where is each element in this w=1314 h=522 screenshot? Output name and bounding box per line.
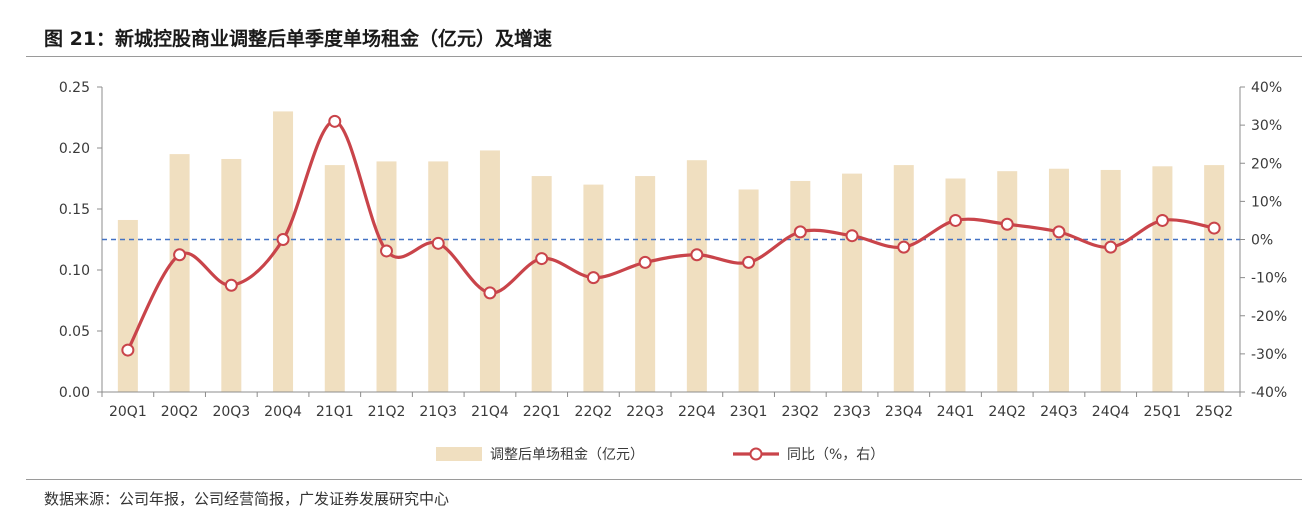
x-tick-label: 20Q4 [264,404,302,420]
yoy-point [380,244,393,258]
bar [842,173,863,392]
x-tick-label: 25Q1 [1144,404,1182,420]
x-tick-label: 23Q2 [781,404,819,420]
yoy-point [1052,225,1066,239]
bar [1152,166,1173,392]
x-tick-label: 21Q3 [419,404,457,420]
yoy-point [897,240,911,254]
yoy-point [483,286,497,300]
bar-series [117,111,1225,393]
x-tick-label: 22Q1 [523,404,561,420]
legend-bar-swatch [436,447,482,461]
bar [738,189,759,392]
legend: 调整后单场租金（亿元） 同比（%，右） [436,447,884,463]
yoy-point [1155,213,1169,227]
yoy-point [845,229,859,243]
yoy-point [742,255,756,269]
bar [428,161,449,392]
yoy-point [431,236,445,250]
chart-title: 图 21：新城控股商业调整后单季度单场租金（亿元）及增速 [44,28,553,50]
yoy-point [793,225,807,239]
axes [97,86,1245,397]
x-tick-label: 23Q3 [833,404,871,420]
bar [1048,168,1069,392]
x-tick-label: 21Q1 [316,404,354,420]
right-tick-label: 40% [1251,80,1282,96]
bar [686,160,707,392]
yoy-point [276,233,290,246]
left-tick-label: 0.20 [59,141,90,157]
left-tick-label: 0.10 [59,263,90,279]
yoy-point [121,343,135,357]
yoy-point [328,114,342,128]
right-tick-label: 20% [1251,156,1282,172]
legend-line-marker [749,447,763,461]
line-series [121,114,1221,357]
x-tick-label: 25Q2 [1195,404,1233,420]
bar [117,219,138,392]
x-tick-label: 24Q1 [937,404,975,420]
tick-labels: 0.00 0.05 0.10 0.15 0.20 0.25 -40% -30% -20% -10%… [59,80,1287,420]
x-tick-label: 20Q1 [109,404,147,420]
bar [997,171,1018,392]
source-divider [26,479,1302,480]
x-tick-label: 22Q4 [678,404,716,420]
x-tick-label: 24Q3 [1040,404,1078,420]
legend-bar-label: 调整后单场租金（亿元） [490,447,644,463]
bar [1100,169,1121,392]
right-tick-label: 30% [1251,118,1282,134]
bar [893,165,914,392]
right-tick-label: 10% [1251,194,1282,210]
right-tick-label: -20% [1251,309,1287,325]
x-tick-label: 20Q3 [212,404,250,420]
bar [169,154,190,392]
x-tick-label: 23Q4 [885,404,923,420]
legend-line-label: 同比（%，右） [787,447,884,463]
bar [790,180,811,392]
bar [479,150,500,392]
yoy-point [1000,217,1014,231]
bar [376,161,397,392]
yoy-point [949,213,962,227]
bar [945,178,966,392]
bar [531,176,552,392]
x-tick-label: 21Q2 [368,404,406,420]
x-tick-label: 24Q2 [988,404,1026,420]
left-tick-label: 0.15 [59,202,90,218]
right-tick-label: 0% [1251,233,1273,249]
x-tick-label: 21Q4 [471,404,509,420]
yoy-point [690,248,704,262]
source-note: 数据来源：公司年报，公司经营简报，广发证券发展研究中心 [44,490,450,508]
right-tick-label: -10% [1251,271,1287,287]
left-tick-label: 0.00 [59,385,90,401]
x-tick-label: 20Q2 [161,404,199,420]
yoy-point [1104,240,1118,254]
bar [635,176,656,392]
yoy-point [586,271,600,285]
x-tick-label: 22Q2 [575,404,613,420]
yoy-point [535,252,549,266]
right-tick-label: -30% [1251,347,1287,363]
yoy-point [1207,221,1221,235]
bar [1204,165,1225,392]
bar [583,184,604,392]
title-divider [26,56,1302,57]
bar [324,165,345,392]
yoy-point [173,248,187,262]
yoy-point [638,255,652,269]
yoy-point [224,278,238,292]
bar [273,111,294,393]
left-tick-label: 0.05 [59,324,90,340]
x-tick-label: 22Q3 [626,404,664,420]
x-tick-label: 24Q4 [1092,404,1130,420]
left-tick-label: 0.25 [59,80,90,96]
bar [221,158,242,392]
right-tick-label: -40% [1251,385,1287,401]
x-tick-label: 23Q1 [730,404,768,420]
